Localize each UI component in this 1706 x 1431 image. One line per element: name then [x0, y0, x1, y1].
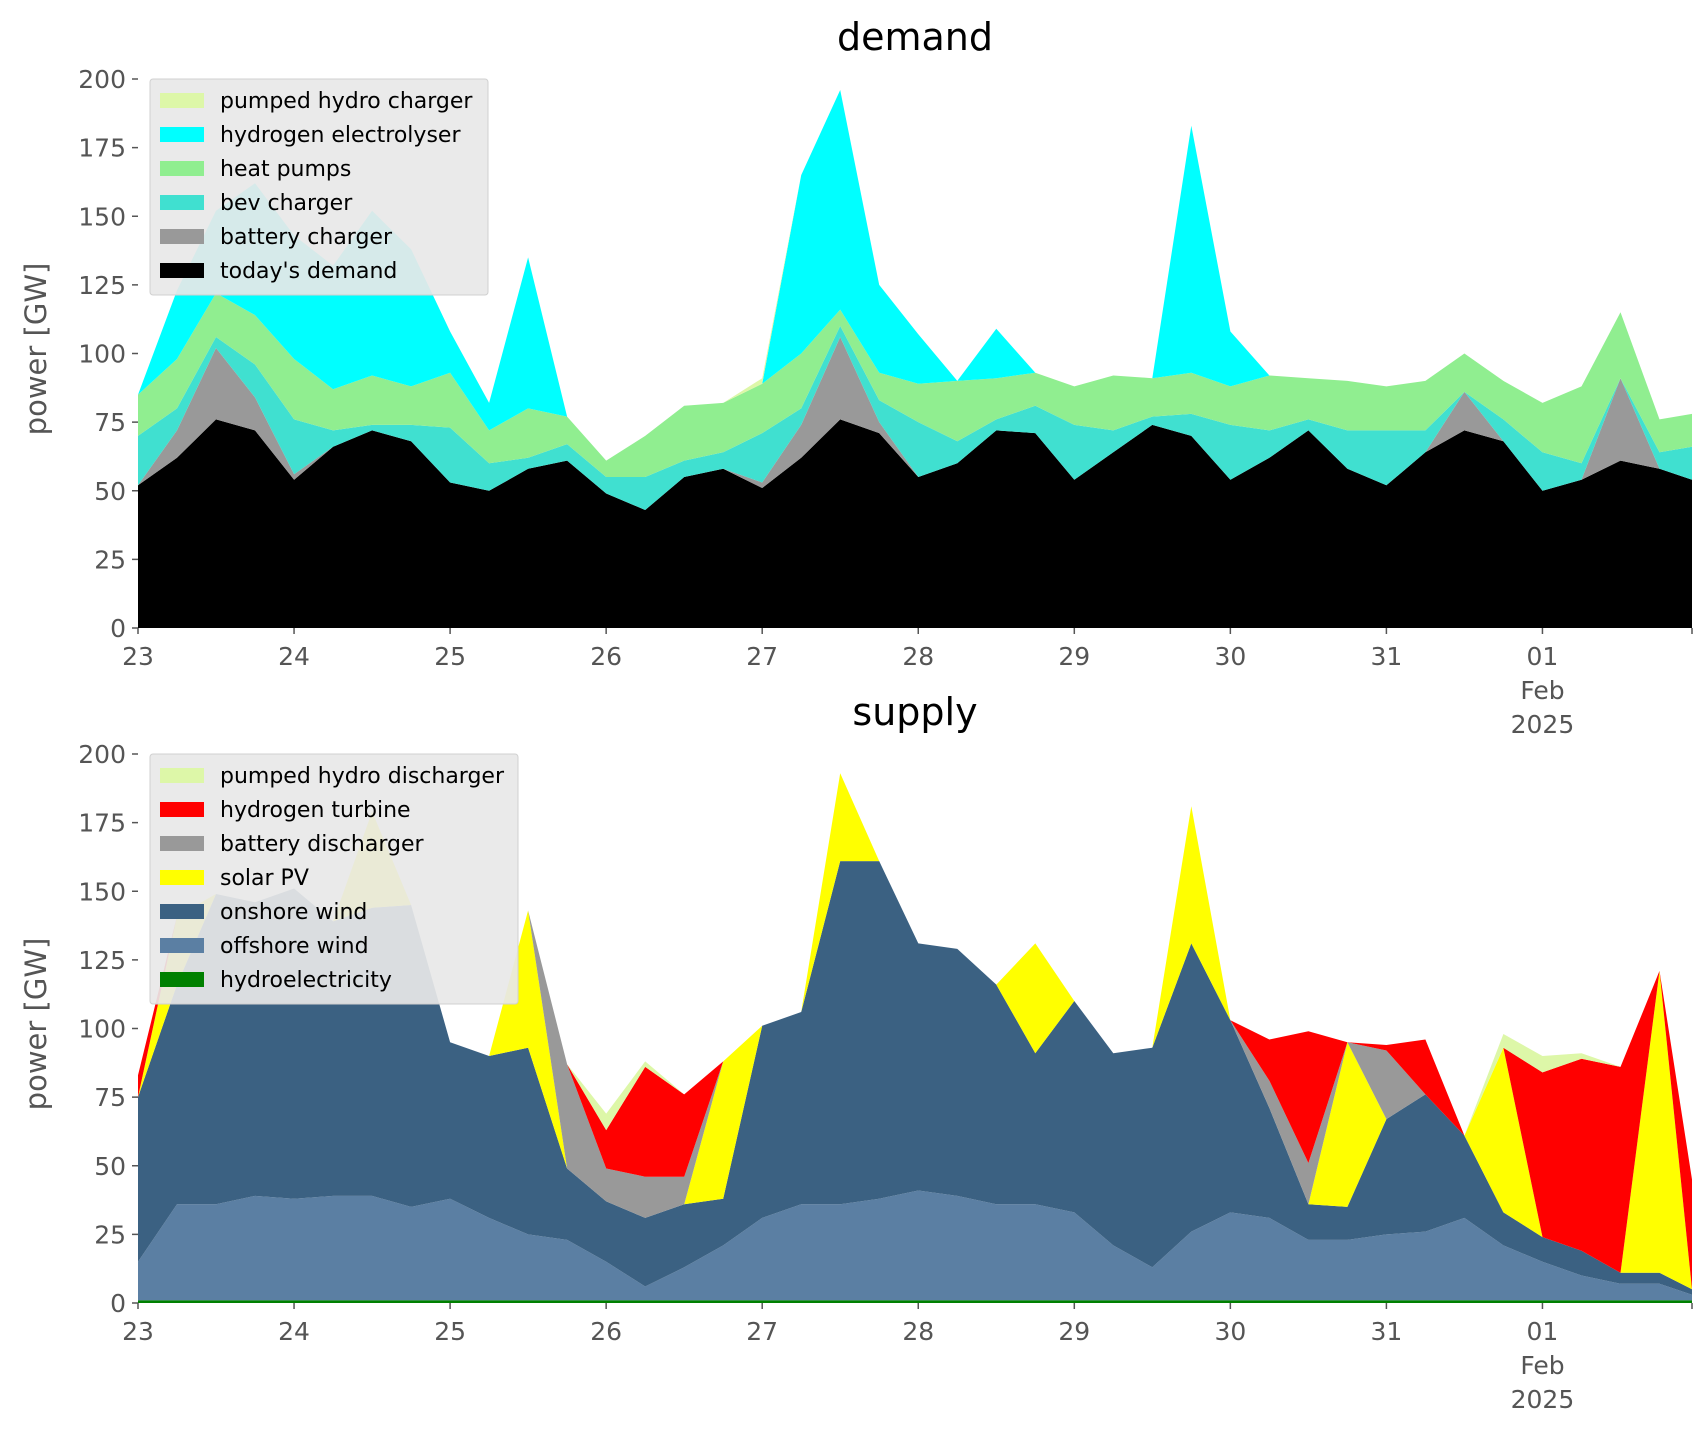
- legend-swatch: [160, 938, 204, 953]
- supply-legend: pumped hydro discharger hydrogen turbine b…: [149, 753, 519, 1005]
- supply-chart: supply power [GW] 0 25 50 75 100 125 150 175 200…: [19, 690, 1693, 1414]
- x-tick-label: 25: [434, 642, 466, 671]
- area-today-s-demand: [138, 419, 1692, 628]
- legend-label: pumped hydro discharger: [220, 764, 505, 789]
- x-tick-label: 28: [902, 642, 934, 671]
- demand-y-axis-label: power [GW]: [19, 263, 53, 436]
- legend-swatch: [160, 802, 204, 817]
- demand-area-layers: [138, 90, 1692, 628]
- y-tick-label: 125: [78, 271, 126, 300]
- x-tick-label: 30: [1214, 1317, 1246, 1346]
- x-tick-label: 24: [278, 642, 310, 671]
- area-offshore-wind: [138, 1190, 1692, 1301]
- x-tick-label: 27: [746, 642, 778, 671]
- x-tick-year: 2025: [1511, 1385, 1575, 1414]
- x-tick-month: Feb: [1520, 1351, 1564, 1380]
- legend-swatch: [160, 93, 204, 108]
- x-tick-label: 30: [1214, 642, 1246, 671]
- x-tick-label: 31: [1370, 1317, 1402, 1346]
- legend-swatch: [160, 127, 204, 142]
- supply-area-layers: [138, 773, 1692, 1303]
- legend-label: solar PV: [220, 866, 309, 891]
- x-tick-label: 31: [1370, 642, 1402, 671]
- legend-label: hydrogen electrolyser: [220, 123, 461, 148]
- y-tick-label: 75: [94, 1083, 126, 1112]
- legend-frame: [149, 753, 519, 1005]
- x-tick-year: 2025: [1511, 710, 1575, 739]
- legend-swatch: [160, 870, 204, 885]
- y-tick-label: 150: [78, 202, 126, 231]
- demand-chart-title: demand: [837, 15, 993, 59]
- legend-label: heat pumps: [220, 157, 351, 182]
- legend-swatch: [160, 195, 204, 210]
- area-hydrogen-electrolyser: [138, 90, 1692, 461]
- legend-label: hydrogen turbine: [220, 798, 411, 823]
- legend-swatch: [160, 836, 204, 851]
- supply-x-axis: 23 24 25 26 27 28 29 30 31 01 Feb 2025: [122, 1303, 1693, 1414]
- x-tick-month: Feb: [1520, 676, 1564, 705]
- area-battery-discharger: [138, 773, 1692, 1290]
- legend-label: bev charger: [220, 191, 353, 216]
- legend-label: pumped hydro charger: [220, 89, 473, 114]
- y-tick-label: 100: [78, 1015, 126, 1044]
- legend-label: battery charger: [220, 225, 393, 250]
- area-bev-charger: [138, 326, 1692, 510]
- x-tick-label: 25: [434, 1317, 466, 1346]
- demand-chart: demand power [GW] 0 25 50 75 100 125 150 175 200…: [19, 15, 1693, 739]
- legend-label: onshore wind: [220, 900, 367, 925]
- x-tick-label: 24: [278, 1317, 310, 1346]
- legend-swatch: [160, 972, 204, 987]
- y-tick-label: 0: [110, 1289, 126, 1318]
- y-tick-label: 200: [78, 740, 126, 769]
- supply-y-axis-label: power [GW]: [19, 938, 53, 1111]
- area-onshore-wind: [138, 861, 1692, 1295]
- x-tick-label: 26: [590, 1317, 622, 1346]
- legend-swatch: [160, 161, 204, 176]
- x-tick-label: 01: [1527, 1317, 1559, 1346]
- y-tick-label: 25: [94, 545, 126, 574]
- x-tick-label: 29: [1058, 642, 1090, 671]
- x-tick-label: 27: [746, 1317, 778, 1346]
- y-tick-label: 0: [110, 614, 126, 643]
- x-tick-label: 26: [590, 642, 622, 671]
- legend-swatch: [160, 904, 204, 919]
- x-tick-label: 01: [1527, 642, 1559, 671]
- x-tick-label: 23: [122, 642, 154, 671]
- demand-y-axis: 0 25 50 75 100 125 150 175 200: [78, 65, 138, 643]
- supply-chart-title: supply: [852, 690, 977, 734]
- y-tick-label: 50: [94, 1152, 126, 1181]
- legend-label: today's demand: [220, 259, 397, 284]
- area-hydroelectricity: [138, 1300, 1692, 1303]
- legend-swatch: [160, 263, 204, 278]
- y-tick-label: 25: [94, 1220, 126, 1249]
- y-tick-label: 50: [94, 477, 126, 506]
- y-tick-label: 125: [78, 946, 126, 975]
- x-tick-label: 28: [902, 1317, 934, 1346]
- y-tick-label: 175: [78, 809, 126, 838]
- area-heat-pumps: [138, 293, 1692, 477]
- legend-label: hydroelectricity: [220, 968, 392, 993]
- supply-y-axis: 0 25 50 75 100 125 150 175 200: [78, 740, 138, 1318]
- x-tick-label: 29: [1058, 1317, 1090, 1346]
- legend-label: battery discharger: [220, 832, 425, 857]
- x-tick-label: 23: [122, 1317, 154, 1346]
- y-tick-label: 200: [78, 65, 126, 94]
- y-tick-label: 100: [78, 340, 126, 369]
- y-tick-label: 175: [78, 134, 126, 163]
- demand-legend: pumped hydro charger hydrogen electrolyse…: [149, 78, 489, 296]
- legend-frame: [149, 78, 489, 296]
- legend-label: offshore wind: [220, 934, 369, 959]
- legend-swatch: [160, 768, 204, 783]
- y-tick-label: 150: [78, 877, 126, 906]
- y-tick-label: 75: [94, 408, 126, 437]
- demand-x-axis: 23 24 25 26 27 28 29 30 31 01 Feb 2025: [122, 628, 1693, 739]
- legend-swatch: [160, 229, 204, 244]
